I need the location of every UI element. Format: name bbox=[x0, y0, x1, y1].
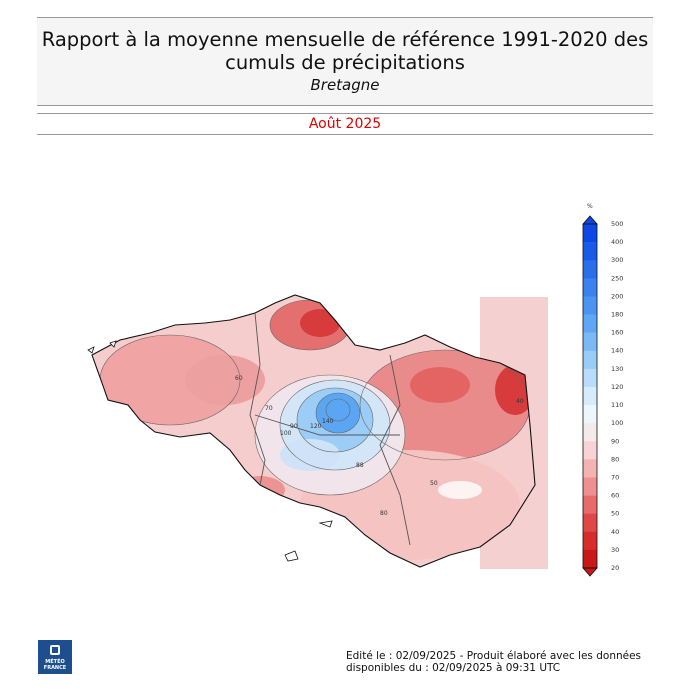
colorbar-tick-label: 400 bbox=[611, 238, 623, 246]
colorbar-tick-label: 100 bbox=[611, 419, 623, 427]
colorbar-cell bbox=[583, 296, 597, 315]
contour-region bbox=[316, 393, 360, 433]
colorbar-cell bbox=[583, 242, 597, 261]
colorbar-cell bbox=[583, 513, 597, 533]
period-label: Août 2025 bbox=[308, 116, 382, 132]
colorbar-cell bbox=[583, 549, 597, 569]
colorbar-extend-bottom bbox=[582, 567, 598, 577]
colorbar-tick-label: 500 bbox=[611, 220, 623, 228]
colorbar-tick-label: 160 bbox=[611, 329, 623, 337]
contour-label: 100 bbox=[280, 430, 292, 437]
contour-region bbox=[235, 476, 285, 504]
contour-label: 140 bbox=[322, 418, 334, 425]
colorbar-tick-label: 130 bbox=[611, 365, 623, 373]
colorbar-tick-label: 140 bbox=[611, 347, 623, 355]
footer-line-1: Edité le : 02/09/2025 - Produit élaboré … bbox=[346, 650, 642, 662]
colorbar-cell bbox=[583, 224, 597, 243]
footer-note: Edité le : 02/09/2025 - Produit élaboré … bbox=[346, 650, 666, 674]
colorbar-tick-label: 110 bbox=[611, 401, 623, 409]
map-title: Rapport à la moyenne mensuelle de référe… bbox=[37, 28, 653, 74]
colorbar-cell bbox=[583, 332, 597, 352]
colorbar-cell bbox=[583, 459, 597, 478]
colorbar-tick-label: 180 bbox=[611, 311, 623, 319]
colorbar-cell bbox=[583, 386, 597, 406]
contour-region bbox=[410, 367, 470, 403]
colorbar-tick-label: 30 bbox=[611, 546, 619, 554]
colorbar-tick-label: 20 bbox=[611, 564, 619, 572]
contour-label: 70 bbox=[265, 405, 273, 412]
colorbar-tick-label: 70 bbox=[611, 473, 619, 481]
title-box: Rapport à la moyenne mensuelle de référe… bbox=[37, 17, 653, 106]
contour-region bbox=[438, 481, 482, 499]
title-line-2: cumuls de précipitations bbox=[225, 51, 465, 74]
contour-region bbox=[185, 355, 265, 405]
colorbar-cell bbox=[583, 350, 597, 370]
contour-label: 50 bbox=[430, 480, 438, 487]
title-line-1: Rapport à la moyenne mensuelle de référe… bbox=[41, 28, 649, 51]
colorbar-tick-label: 90 bbox=[611, 437, 619, 445]
contour-region bbox=[100, 335, 240, 425]
divider bbox=[37, 113, 653, 114]
coastline bbox=[91, 294, 536, 568]
colorbar-tick-label: 60 bbox=[611, 492, 619, 500]
islands bbox=[87, 340, 333, 562]
logo-mark-icon bbox=[50, 645, 60, 655]
contour-label: 60 bbox=[235, 375, 243, 382]
colorbar-cell bbox=[583, 368, 597, 388]
colorbar-tick-label: 200 bbox=[611, 292, 623, 300]
contour-label: 40 bbox=[516, 398, 524, 405]
colorbar-tick-label: 250 bbox=[611, 274, 623, 282]
colorbar-cell bbox=[583, 260, 597, 279]
colorbar-cell bbox=[583, 423, 597, 442]
department-border bbox=[254, 414, 400, 436]
colorbar-cell bbox=[583, 441, 597, 460]
region-name: Bretagne bbox=[310, 76, 380, 94]
contour-region bbox=[300, 309, 340, 337]
contour-label: 120 bbox=[310, 423, 322, 430]
colorbar-tick-label: 120 bbox=[611, 383, 623, 391]
colorbar-unit: % bbox=[587, 203, 593, 210]
logo-text: MÉTÉO FRANCE bbox=[43, 659, 67, 671]
colorbar-tick-label: 50 bbox=[611, 510, 619, 518]
colorbar-tick-label: 300 bbox=[611, 256, 623, 264]
contour-label: 90 bbox=[290, 423, 298, 430]
colorbar-cell bbox=[583, 531, 597, 551]
colorbar-extend-top bbox=[582, 215, 598, 225]
colorbar-cell bbox=[583, 477, 597, 496]
colorbar: % 500 400 300 250 200 180 160 140 130 120 110 100 90… bbox=[582, 203, 623, 577]
colorbar-cell bbox=[583, 405, 597, 424]
divider bbox=[37, 134, 653, 135]
department-border bbox=[379, 354, 411, 546]
colorbar-cell bbox=[583, 278, 597, 297]
colorbar-frame bbox=[582, 223, 598, 569]
contour-label: 80 bbox=[380, 510, 388, 517]
footer-line-2: disponibles du : 02/09/2025 à 09:31 UTC bbox=[346, 662, 561, 674]
colorbar-cell bbox=[583, 495, 597, 514]
contour-label: 88 bbox=[356, 462, 364, 469]
precipitation-ratio-map: 70 80 60 90 100 120 140 88 40 50 bbox=[87, 294, 548, 569]
contour-region bbox=[280, 439, 340, 471]
colorbar-tick-label: 40 bbox=[611, 528, 619, 536]
colorbar-tick-label: 80 bbox=[611, 455, 619, 463]
colorbar-cell bbox=[583, 314, 597, 333]
meteo-france-logo: MÉTÉO FRANCE bbox=[38, 640, 72, 674]
department-border bbox=[249, 312, 266, 486]
